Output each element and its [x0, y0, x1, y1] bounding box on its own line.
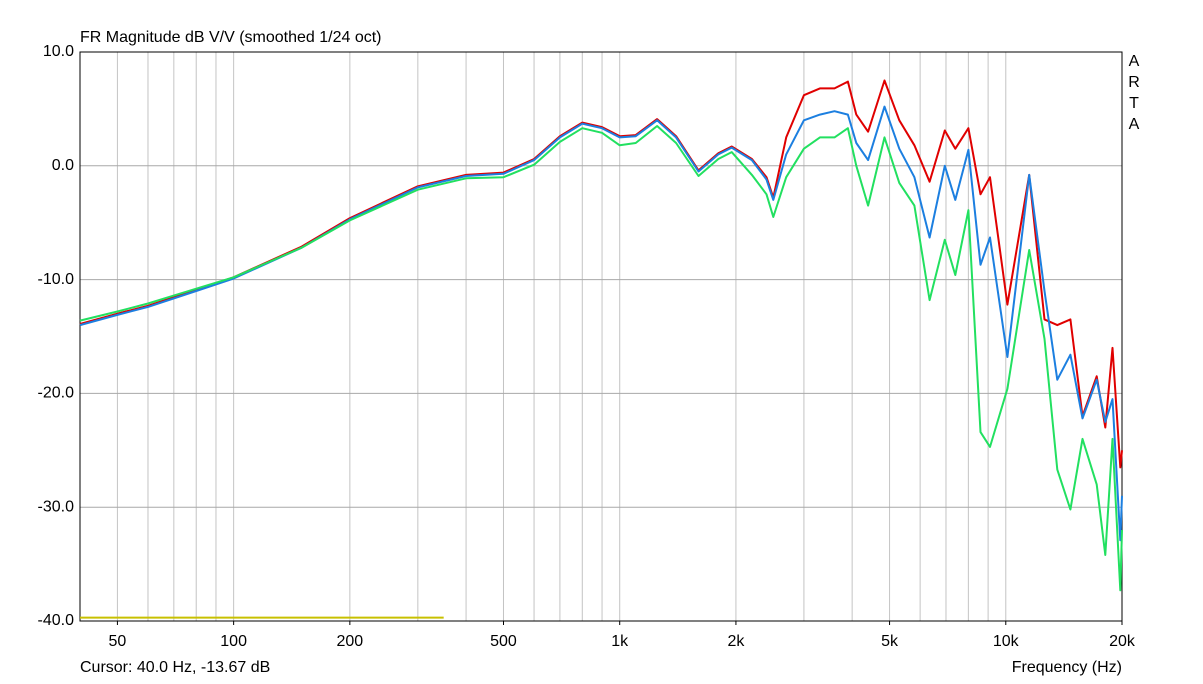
response-curve [79, 79, 1123, 469]
y-tick-label: 0.0 [52, 157, 74, 174]
response-curve [79, 125, 1123, 592]
x-axis-label: Frequency (Hz) [1012, 659, 1122, 676]
y-tick-label: -10.0 [38, 271, 75, 288]
y-tick-label: -20.0 [38, 385, 75, 402]
y-tick-label: 10.0 [43, 43, 74, 60]
x-tick-label: 5k [881, 633, 899, 650]
response-curve [79, 105, 1123, 542]
x-tick-label: 20k [1109, 633, 1136, 650]
cursor-readout: Cursor: 40.0 Hz, -13.67 dB [80, 659, 270, 676]
x-tick-label: 10k [993, 633, 1020, 650]
x-tick-label: 100 [220, 633, 247, 650]
x-tick-label: 200 [337, 633, 364, 650]
x-tick-label: 1k [611, 633, 629, 650]
plot-frame [79, 51, 1123, 622]
x-tick-label: 500 [490, 633, 517, 650]
y-tick-label: -40.0 [38, 612, 75, 629]
y-tick-label: -30.0 [38, 498, 75, 515]
chart-title: FR Magnitude dB V/V (smoothed 1/24 oct) [80, 29, 381, 46]
x-tick-label: 50 [109, 633, 127, 650]
x-tick-label: 2k [727, 633, 745, 650]
